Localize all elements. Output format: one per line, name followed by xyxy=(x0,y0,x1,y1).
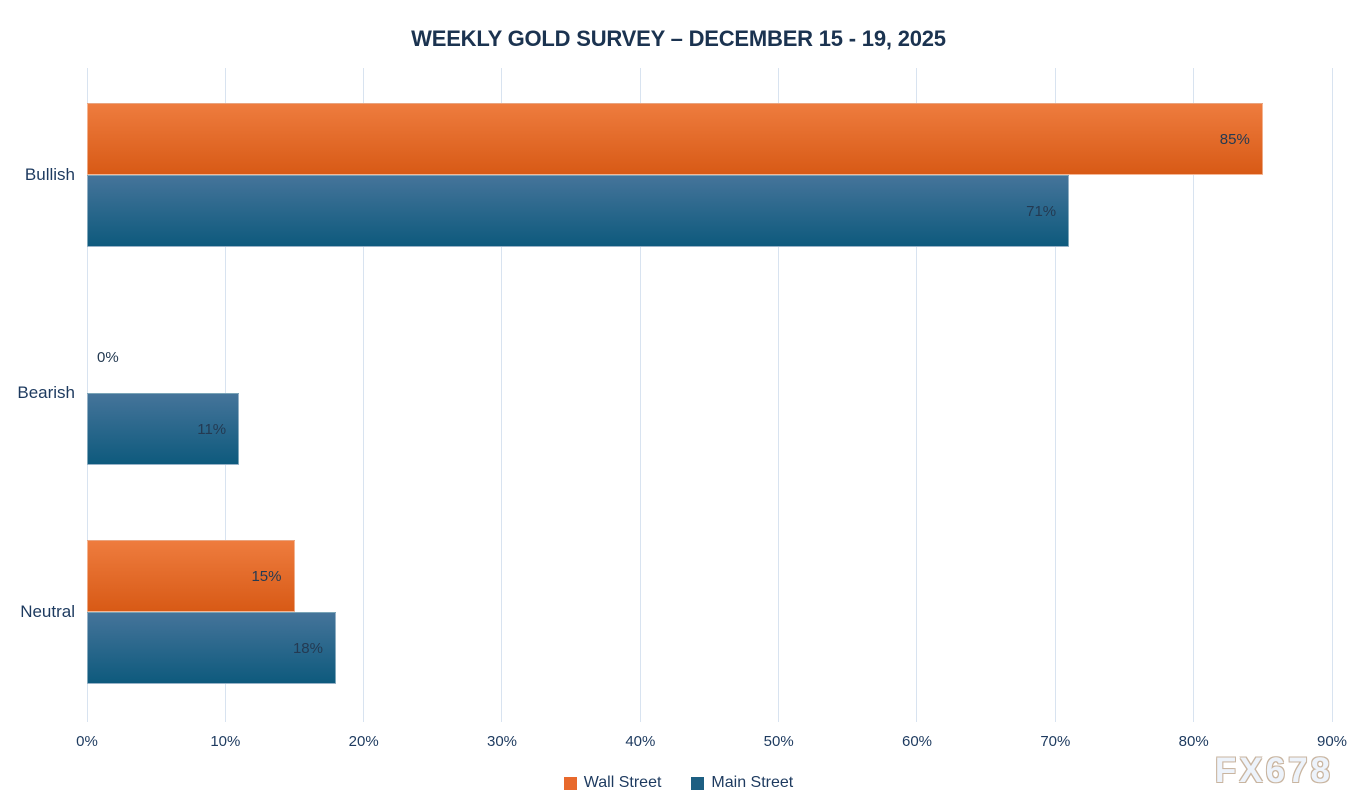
gridline-70% xyxy=(1054,68,1056,722)
bar-value-label: 11% xyxy=(197,420,227,438)
legend-swatch-main-street xyxy=(691,776,705,790)
x-tick-label-70%: 70% xyxy=(1040,733,1071,750)
x-tick-label-0%: 0% xyxy=(76,733,98,750)
x-tick-label-50%: 50% xyxy=(763,733,794,750)
gridline-80% xyxy=(1193,68,1195,722)
x-tick-label-60%: 60% xyxy=(901,733,933,750)
gridline-30% xyxy=(501,68,503,722)
bar-main-street-neutral: 18% xyxy=(87,612,336,684)
bar-value-label: 85% xyxy=(1219,130,1250,148)
bar-value-label-wall-street-bearish: 0% xyxy=(97,348,119,366)
bar-value-label: 15% xyxy=(251,567,282,585)
x-tick-label-20%: 20% xyxy=(348,733,379,750)
bar-wall-street-bullish: 85% xyxy=(87,103,1263,175)
bar-wall-street-neutral: 15% xyxy=(87,540,295,612)
gridline-60% xyxy=(916,68,918,722)
legend-item-main-street: Main Street xyxy=(691,774,793,792)
category-label-bearish: Bearish xyxy=(17,383,75,402)
gridline-50% xyxy=(778,68,780,722)
legend-swatch-wall-street xyxy=(563,776,577,790)
plot-area: 85% 71% 0% 11% 15% 18% xyxy=(86,68,1333,722)
bar-main-street-bearish: 11% xyxy=(87,393,240,465)
x-tick-label-80%: 80% xyxy=(1178,733,1209,750)
category-label-bullish: Bullish xyxy=(24,165,75,184)
x-tick-label-30%: 30% xyxy=(486,733,518,750)
x-tick-label-10%: 10% xyxy=(210,733,241,750)
watermark-fx678: FX678 xyxy=(1214,751,1333,790)
legend-label-wall-street: Wall Street xyxy=(583,774,662,791)
x-tick-label-90%: 90% xyxy=(1316,733,1348,750)
gridline-40% xyxy=(639,68,641,722)
bar-value-label: 18% xyxy=(292,639,323,657)
gridline-20% xyxy=(363,68,365,722)
bar-main-street-bullish: 71% xyxy=(87,175,1070,247)
bar-value-label: 71% xyxy=(1026,202,1057,220)
category-label-neutral: Neutral xyxy=(20,602,75,621)
x-tick-label-40%: 40% xyxy=(625,733,656,750)
chart-title: WEEKLY GOLD SURVEY – DECEMBER 15 - 19, 2… xyxy=(411,26,946,51)
legend-label-main-street: Main Street xyxy=(711,774,794,791)
legend-item-wall-street: Wall Street xyxy=(563,774,662,792)
legend: Wall Street Main Street xyxy=(0,774,1357,792)
gridline-90% xyxy=(1331,68,1333,722)
